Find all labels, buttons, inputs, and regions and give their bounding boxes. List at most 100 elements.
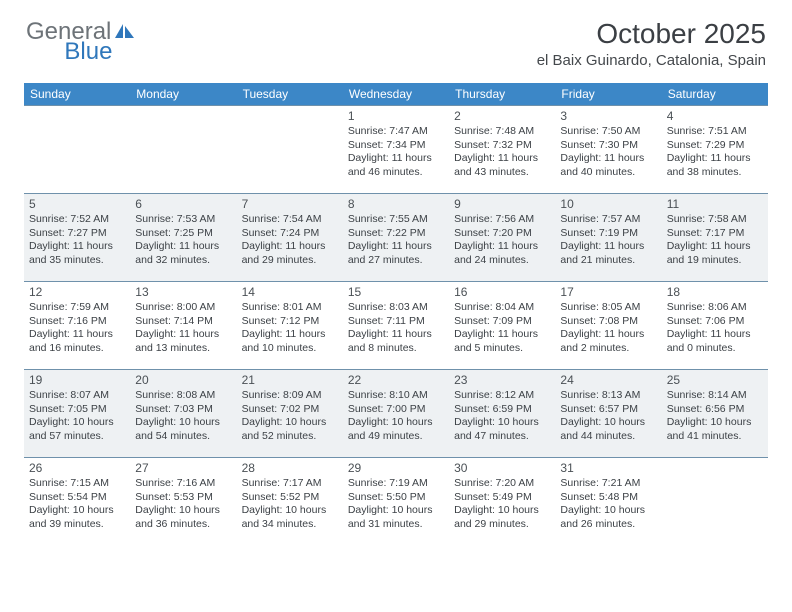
day-number: 26 [29,461,125,475]
calendar-cell-empty [130,106,236,194]
calendar-cell: 29 Sunrise: 7:19 AMSunset: 5:50 PMDayligh… [343,458,449,546]
day-number: 15 [348,285,444,299]
day-number: 4 [667,109,763,123]
day-number: 3 [560,109,656,123]
calendar-cell: 17 Sunrise: 8:05 AMSunset: 7:08 PMDayligh… [555,282,661,370]
day-info: Sunrise: 7:56 AMSunset: 7:20 PMDaylight:… [454,213,550,268]
day-number: 5 [29,197,125,211]
day-number: 16 [454,285,550,299]
day-info: Sunrise: 8:07 AMSunset: 7:05 PMDaylight:… [29,389,125,444]
day-header: Saturday [662,83,768,106]
day-number: 30 [454,461,550,475]
header: General Blue October 2025 el Baix Guinar… [0,0,792,77]
day-number: 19 [29,373,125,387]
day-header: Thursday [449,83,555,106]
calendar-cell: 31 Sunrise: 7:21 AMSunset: 5:48 PMDayligh… [555,458,661,546]
calendar-cell: 28Sunrise: 7:17 AMSunset: 5:52 PMDayligh… [237,458,343,546]
day-info: Sunrise: 7:50 AMSunset: 7:30 PMDaylight:… [560,125,656,180]
calendar-cell: 5 Sunrise: 7:52 AMSunset: 7:27 PMDaylight… [24,194,130,282]
day-number: 31 [560,461,656,475]
location: el Baix Guinardo, Catalonia, Spain [537,52,766,69]
day-header: Monday [130,83,236,106]
day-info: Sunrise: 7:58 AMSunset: 7:17 PMDaylight:… [667,213,763,268]
calendar-cell: 16Sunrise: 8:04 AMSunset: 7:09 PMDayligh… [449,282,555,370]
calendar-cell: 12 Sunrise: 7:59 AMSunset: 7:16 PMDayligh… [24,282,130,370]
day-info: Sunrise: 8:10 AMSunset: 7:00 PMDaylight:… [348,389,444,444]
calendar-row: 5 Sunrise: 7:52 AMSunset: 7:27 PMDaylight… [24,194,768,282]
day-number: 1 [348,109,444,123]
day-info: Sunrise: 8:14 AMSunset: 6:56 PMDaylight:… [667,389,763,444]
day-number: 20 [135,373,231,387]
day-number: 17 [560,285,656,299]
day-number: 18 [667,285,763,299]
day-number: 24 [560,373,656,387]
calendar-cell: 19 Sunrise: 8:07 AMSunset: 7:05 PMDayligh… [24,370,130,458]
calendar-cell: 18 Sunrise: 8:06 AMSunset: 7:06 PMDayligh… [662,282,768,370]
day-number: 21 [242,373,338,387]
day-number: 12 [29,285,125,299]
day-info: Sunrise: 8:12 AMSunset: 6:59 PMDaylight:… [454,389,550,444]
day-info: Sunrise: 7:57 AMSunset: 7:19 PMDaylight:… [560,213,656,268]
calendar-cell: 4 Sunrise: 7:51 AMSunset: 7:29 PMDaylight… [662,106,768,194]
day-number: 29 [348,461,444,475]
day-header-row: SundayMondayTuesdayWednesdayThursdayFrid… [24,83,768,106]
calendar-cell: 11Sunrise: 7:58 AMSunset: 7:17 PMDayligh… [662,194,768,282]
day-info: Sunrise: 7:52 AMSunset: 7:27 PMDaylight:… [29,213,125,268]
day-info: Sunrise: 7:15 AMSunset: 5:54 PMDaylight:… [29,477,125,532]
calendar-cell: 21 Sunrise: 8:09 AMSunset: 7:02 PMDayligh… [237,370,343,458]
calendar-cell: 25Sunrise: 8:14 AMSunset: 6:56 PMDayligh… [662,370,768,458]
calendar-cell: 23 Sunrise: 8:12 AMSunset: 6:59 PMDayligh… [449,370,555,458]
calendar-row: 1 Sunrise: 7:47 AMSunset: 7:34 PMDaylight… [24,106,768,194]
calendar-cell: 2 Sunrise: 7:48 AMSunset: 7:32 PMDaylight… [449,106,555,194]
day-info: Sunrise: 7:51 AMSunset: 7:29 PMDaylight:… [667,125,763,180]
calendar-cell: 24 Sunrise: 8:13 AMSunset: 6:57 PMDayligh… [555,370,661,458]
day-number: 9 [454,197,550,211]
day-info: Sunrise: 7:19 AMSunset: 5:50 PMDaylight:… [348,477,444,532]
day-info: Sunrise: 7:16 AMSunset: 5:53 PMDaylight:… [135,477,231,532]
calendar-cell: 13 Sunrise: 8:00 AMSunset: 7:14 PMDayligh… [130,282,236,370]
calendar-row: 12 Sunrise: 7:59 AMSunset: 7:16 PMDayligh… [24,282,768,370]
calendar-cell: 3 Sunrise: 7:50 AMSunset: 7:30 PMDaylight… [555,106,661,194]
calendar-cell: 10 Sunrise: 7:57 AMSunset: 7:19 PMDayligh… [555,194,661,282]
calendar-cell: 9 Sunrise: 7:56 AMSunset: 7:20 PMDaylight… [449,194,555,282]
day-info: Sunrise: 8:13 AMSunset: 6:57 PMDaylight:… [560,389,656,444]
title-block: October 2025 el Baix Guinardo, Catalonia… [537,18,766,69]
day-info: Sunrise: 7:59 AMSunset: 7:16 PMDaylight:… [29,301,125,356]
calendar-cell: 1 Sunrise: 7:47 AMSunset: 7:34 PMDaylight… [343,106,449,194]
day-info: Sunrise: 7:53 AMSunset: 7:25 PMDaylight:… [135,213,231,268]
calendar-cell: 30 Sunrise: 7:20 AMSunset: 5:49 PMDayligh… [449,458,555,546]
brand-sail-icon [115,23,135,44]
day-number: 2 [454,109,550,123]
day-info: Sunrise: 8:06 AMSunset: 7:06 PMDaylight:… [667,301,763,356]
day-info: Sunrise: 8:05 AMSunset: 7:08 PMDaylight:… [560,301,656,356]
brand-part2: Blue [64,38,112,66]
day-number: 22 [348,373,444,387]
calendar-row: 19 Sunrise: 8:07 AMSunset: 7:05 PMDayligh… [24,370,768,458]
day-info: Sunrise: 7:48 AMSunset: 7:32 PMDaylight:… [454,125,550,180]
day-number: 13 [135,285,231,299]
calendar-cell-empty [662,458,768,546]
calendar-cell: 14Sunrise: 8:01 AMSunset: 7:12 PMDayligh… [237,282,343,370]
calendar-row: 26 Sunrise: 7:15 AMSunset: 5:54 PMDayligh… [24,458,768,546]
day-number: 10 [560,197,656,211]
day-number: 23 [454,373,550,387]
day-number: 6 [135,197,231,211]
calendar-cell: 6 Sunrise: 7:53 AMSunset: 7:25 PMDaylight… [130,194,236,282]
day-info: Sunrise: 7:47 AMSunset: 7:34 PMDaylight:… [348,125,444,180]
calendar-cell: 7Sunrise: 7:54 AMSunset: 7:24 PMDaylight… [237,194,343,282]
month-title: October 2025 [537,18,766,50]
day-info: Sunrise: 7:17 AMSunset: 5:52 PMDaylight:… [242,477,338,532]
day-info: Sunrise: 7:21 AMSunset: 5:48 PMDaylight:… [560,477,656,532]
day-info: Sunrise: 8:03 AMSunset: 7:11 PMDaylight:… [348,301,444,356]
day-header: Wednesday [343,83,449,106]
day-header: Tuesday [237,83,343,106]
day-info: Sunrise: 8:00 AMSunset: 7:14 PMDaylight:… [135,301,231,356]
calendar-table: SundayMondayTuesdayWednesdayThursdayFrid… [24,83,768,546]
calendar-cell: 26 Sunrise: 7:15 AMSunset: 5:54 PMDayligh… [24,458,130,546]
calendar-cell-empty [237,106,343,194]
day-info: Sunrise: 8:09 AMSunset: 7:02 PMDaylight:… [242,389,338,444]
calendar-cell: 15 Sunrise: 8:03 AMSunset: 7:11 PMDayligh… [343,282,449,370]
calendar-cell: 27Sunrise: 7:16 AMSunset: 5:53 PMDayligh… [130,458,236,546]
day-info: Sunrise: 7:20 AMSunset: 5:49 PMDaylight:… [454,477,550,532]
day-info: Sunrise: 7:55 AMSunset: 7:22 PMDaylight:… [348,213,444,268]
